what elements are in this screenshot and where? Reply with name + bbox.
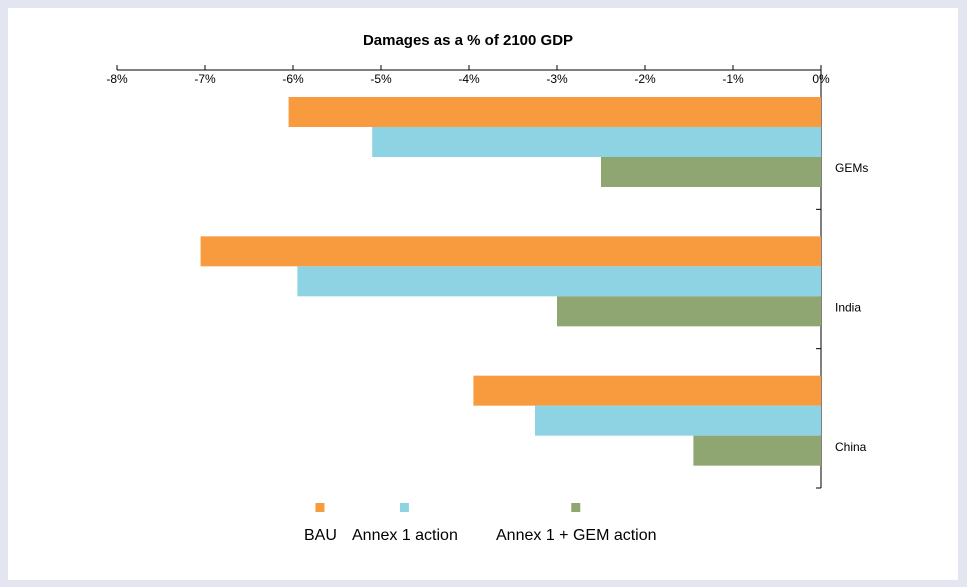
legend-swatch <box>571 503 581 512</box>
legend-swatch <box>399 503 409 512</box>
legend-label: BAU <box>304 527 337 544</box>
bar <box>693 435 821 466</box>
x-tick-label: -4% <box>458 72 480 86</box>
x-tick-label: -8% <box>106 72 128 86</box>
bar <box>473 375 821 406</box>
bar <box>601 157 821 187</box>
bar <box>297 266 821 297</box>
x-tick-label: -5% <box>370 72 392 86</box>
y-tick-label: GEMs <box>835 161 868 175</box>
bar <box>288 97 822 127</box>
y-tick-label: China <box>835 440 867 454</box>
bar <box>557 296 821 327</box>
x-tick-label: -2% <box>634 72 656 86</box>
bar <box>200 236 822 267</box>
x-tick-label: 0% <box>812 72 830 86</box>
y-tick-label: India <box>835 301 861 315</box>
x-tick-label: -3% <box>546 72 568 86</box>
bar <box>535 405 821 436</box>
legend-label: Annex 1 action <box>352 527 458 544</box>
chart-title: Damages as a % of 2100 GDP <box>363 32 573 49</box>
legend-swatch <box>315 503 325 512</box>
x-tick-label: -6% <box>282 72 304 86</box>
x-tick-label: -7% <box>194 72 216 86</box>
legend-label: Annex 1 + GEM action <box>496 527 657 544</box>
x-tick-label: -1% <box>722 72 744 86</box>
bar <box>372 127 821 157</box>
